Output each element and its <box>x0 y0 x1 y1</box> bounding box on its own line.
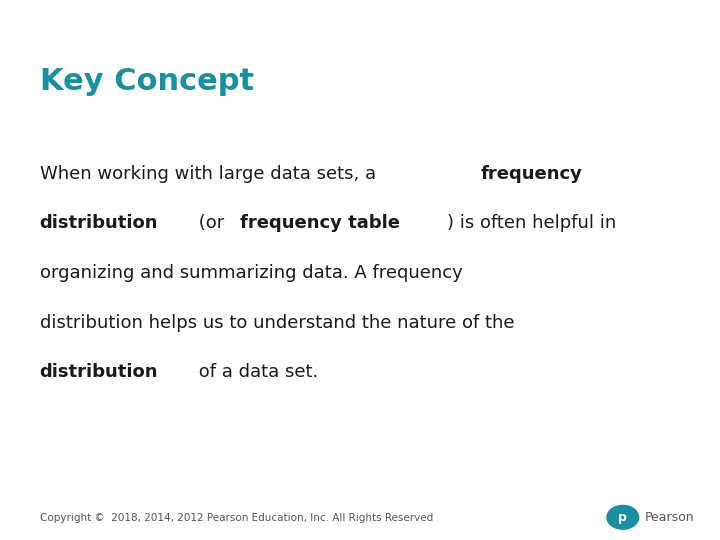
Text: organizing and summarizing data. A frequency: organizing and summarizing data. A frequ… <box>40 264 462 282</box>
Text: Pearson: Pearson <box>644 511 694 524</box>
Text: frequency table: frequency table <box>240 214 400 232</box>
Text: distribution: distribution <box>40 214 158 232</box>
Text: When working with large data sets, a: When working with large data sets, a <box>40 165 382 183</box>
Text: Key Concept: Key Concept <box>40 68 253 97</box>
Text: distribution helps us to understand the nature of the: distribution helps us to understand the … <box>40 314 514 332</box>
Text: ) is often helpful in: ) is often helpful in <box>446 214 616 232</box>
Text: frequency: frequency <box>481 165 582 183</box>
Text: p: p <box>618 511 627 524</box>
Text: of a data set.: of a data set. <box>192 363 318 381</box>
Text: (or: (or <box>192 214 230 232</box>
Text: Copyright ©  2018, 2014, 2012 Pearson Education, Inc. All Rights Reserved: Copyright © 2018, 2014, 2012 Pearson Edu… <box>40 512 433 523</box>
Circle shape <box>607 505 639 529</box>
Text: distribution: distribution <box>40 363 158 381</box>
